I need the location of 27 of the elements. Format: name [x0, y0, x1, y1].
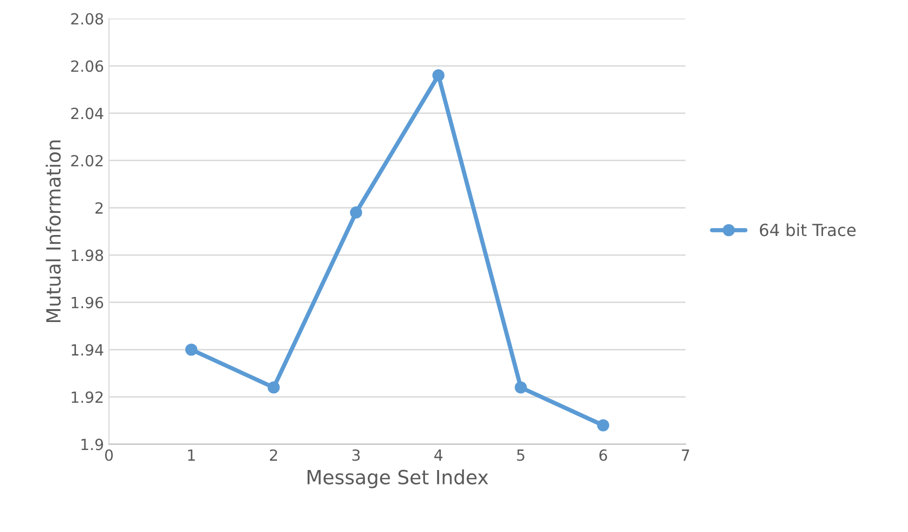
x-tick-label: 5	[517, 450, 524, 461]
y-tick-label: 1.98	[72, 250, 104, 262]
x-tick-label: 6	[599, 449, 608, 461]
y-tick-label: 2	[96, 202, 103, 214]
y-tick-label: 1.92	[72, 391, 103, 403]
point	[350, 206, 362, 219]
legend-label: 64 bit Trace	[760, 223, 856, 236]
point	[432, 69, 445, 82]
y-axis-title: Mutual Information	[46, 140, 61, 322]
x-tick-label: 3	[352, 449, 360, 461]
point	[185, 344, 198, 356]
x-tick-label: 0	[105, 449, 113, 461]
y-tick-label: 1.9	[81, 438, 104, 450]
x-tick-label: 7	[682, 450, 690, 461]
x-tick-label: 1	[188, 450, 195, 461]
y-tick-label: 2.04	[71, 108, 104, 120]
point	[597, 419, 610, 432]
x-tick-label: 4	[434, 450, 442, 461]
x-tick-label: 2	[270, 449, 278, 461]
y-tick-label: 2.02	[71, 154, 103, 167]
x-axis-title: Message Set Index	[308, 469, 488, 488]
point	[268, 381, 280, 394]
y-tick-label: 1.96	[72, 296, 104, 308]
y-tick-label: 2.08	[71, 13, 104, 25]
y-tick-label: 2.06	[71, 60, 104, 72]
y-tick-label: 1.94	[72, 344, 104, 356]
point	[514, 381, 527, 394]
